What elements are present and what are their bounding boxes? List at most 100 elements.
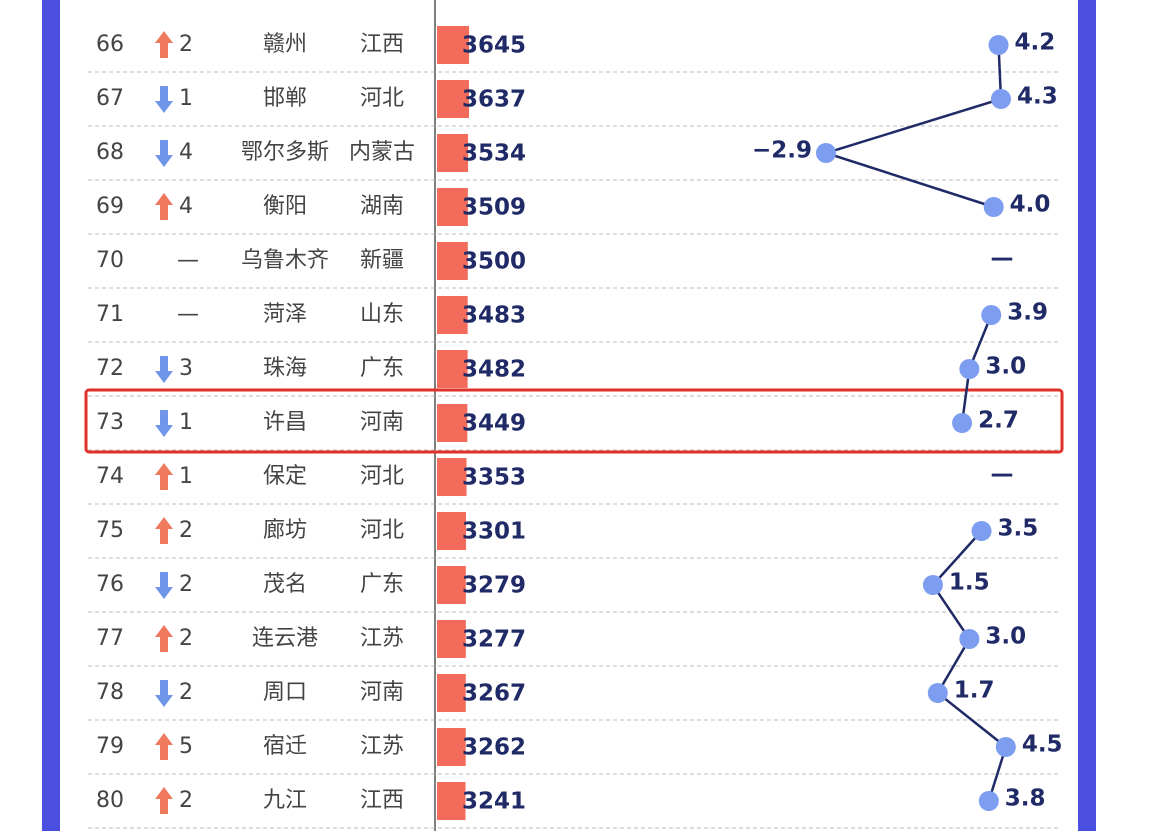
gdp-value: 3482 [462,357,526,383]
growth-dot [959,629,980,649]
gdp-bar [437,458,467,496]
rank-change: — [177,302,199,327]
rank-change: 2 [179,518,193,543]
province: 江西 [360,788,404,813]
gdp-value: 3637 [462,87,526,113]
trend-arrow [155,787,173,814]
trend-arrow [155,410,173,437]
province: 河北 [360,518,404,543]
province: 广东 [360,356,404,381]
city: 茂名 [263,572,307,597]
province: 新疆 [360,248,404,273]
rank-change: 2 [179,626,193,651]
growth-label: 4.3 [1017,84,1058,110]
rank-change: 1 [179,464,193,489]
rank-change: 5 [179,734,193,759]
gdp-bar [437,404,468,442]
province: 内蒙古 [349,140,415,165]
rank-change: 2 [179,572,193,597]
highlight-box [84,388,1064,454]
rank-change: 1 [179,86,193,111]
growth-dot [995,737,1016,757]
rank: 80 [96,788,124,813]
frame-left [42,0,60,831]
province: 河南 [360,680,404,705]
gdp-bar [437,188,468,226]
gdp-bar [437,134,469,172]
gdp-bar [437,782,466,820]
trend-arrow [155,625,173,652]
province: 广东 [360,572,404,597]
trend-arrow [155,356,173,383]
rank: 68 [96,140,124,165]
province: 江苏 [360,626,404,651]
growth-label: 3.0 [985,354,1026,380]
trend-arrow [155,517,173,544]
city: 鄂尔多斯 [241,140,329,165]
growth-label: 3.5 [998,516,1039,542]
rank: 75 [96,518,124,543]
growth-dot [816,143,836,163]
growth-label: 1.7 [954,678,995,704]
rank: 66 [96,32,124,57]
gdp-value: 3534 [462,141,526,167]
city: 赣州 [263,32,307,57]
trend-arrow [155,140,173,167]
city: 保定 [263,464,307,489]
gdp-value: 3449 [462,411,526,437]
gdp-bar [437,728,466,766]
gdp-value: 3645 [462,33,526,59]
gdp-bar [437,620,466,658]
growth-dot [978,791,999,811]
gdp-value: 3301 [462,519,526,545]
growth-label: 2.7 [978,408,1019,434]
rank: 79 [96,734,124,759]
rank: 71 [96,302,124,327]
rank: 76 [96,572,124,597]
city: 廊坊 [263,518,307,543]
trend-arrow [155,733,173,760]
trend-arrow [155,680,173,707]
growth-label: 1.5 [949,570,990,596]
growth-label: 3.0 [985,624,1026,650]
gdp-bar [437,674,466,712]
frame-right [1078,0,1096,831]
trend-arrow [155,86,173,113]
city: 珠海 [263,356,307,381]
gdp-bar [437,242,468,280]
city: 菏泽 [263,302,307,327]
growth-label: −2.9 [752,138,812,164]
province: 河北 [360,464,404,489]
gdp-value: 3353 [462,465,526,491]
growth-label: 3.8 [1005,786,1046,812]
rank: 69 [96,194,124,219]
trend-arrow [155,572,173,599]
rank-change: 2 [179,32,193,57]
trend-arrow [155,463,173,490]
rank: 70 [96,248,124,273]
province: 江西 [360,32,404,57]
growth-label: — [991,246,1014,272]
growth-dot [971,521,992,541]
province: 江苏 [360,734,404,759]
gdp-bar [437,512,467,550]
gdp-value: 3241 [462,789,526,815]
province: 河北 [360,86,404,111]
growth-dot [981,305,1002,325]
gdp-bar [437,566,466,604]
city: 邯郸 [263,86,307,111]
rank-change: 1 [179,410,193,435]
trend-arrow [155,31,173,58]
city: 周口 [263,680,307,705]
rank: 67 [96,86,124,111]
gdp-value: 3483 [462,303,526,329]
growth-label: 4.2 [1015,30,1056,56]
growth-dot [952,413,973,433]
rank-change: 2 [179,680,193,705]
province: 湖南 [360,194,404,219]
city: 许昌 [263,410,307,435]
gdp-value: 3509 [462,195,526,221]
rank-change: 4 [179,140,193,165]
